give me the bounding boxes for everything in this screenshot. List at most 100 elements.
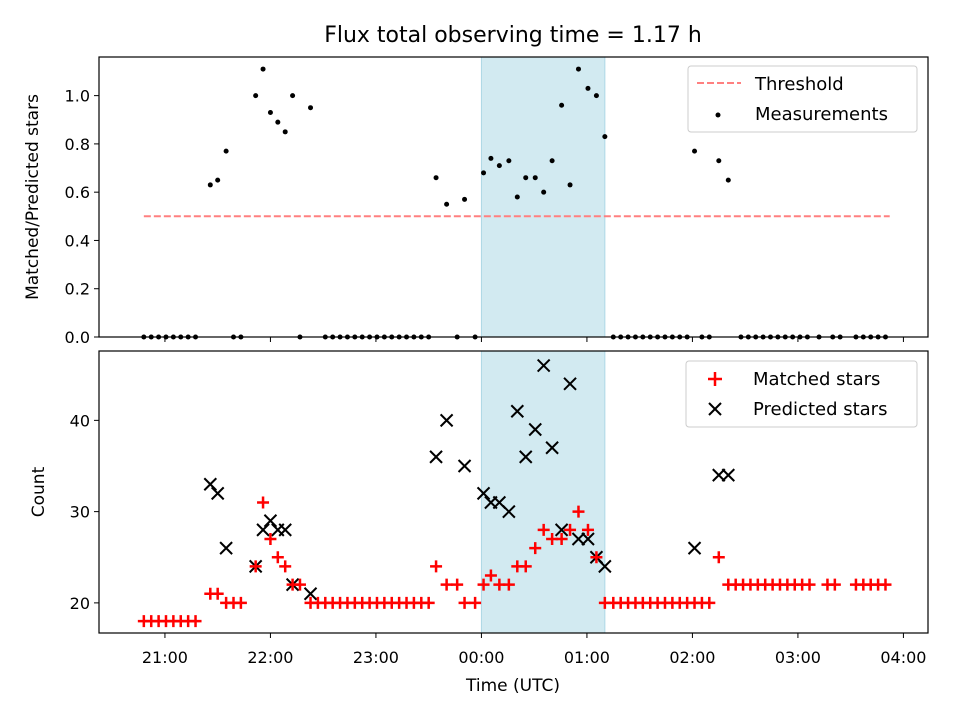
matched-star-points bbox=[137, 496, 892, 628]
predicted-star-point bbox=[510, 404, 525, 418]
legend-measurements-label: Measurements bbox=[755, 104, 888, 125]
y-top-tick-label: 0.6 bbox=[65, 183, 90, 202]
axes-frame-bottom bbox=[98, 350, 929, 634]
x-axis-ticks-top bbox=[164, 337, 904, 342]
matched-star-point bbox=[529, 542, 542, 555]
measurement-point bbox=[290, 93, 296, 99]
count-panel: 20 30 40 21:00 22:00 23:00 00:00 01:00 02:00 03:… bbox=[29, 350, 929, 696]
measurement-point bbox=[481, 170, 487, 176]
predicted-star-point bbox=[519, 450, 533, 464]
predicted-star-point bbox=[536, 358, 551, 373]
predicted-star-point bbox=[278, 523, 292, 537]
predicted-star-point bbox=[554, 523, 569, 537]
matched-star-point bbox=[477, 578, 490, 591]
matched-star-point bbox=[279, 560, 292, 573]
matched-star-point bbox=[572, 505, 585, 518]
predicted-star-point bbox=[563, 377, 577, 391]
legend-box-bottom bbox=[685, 360, 918, 428]
x-axis-label: Time (UTC) bbox=[465, 676, 560, 696]
y-top-tick-label: 0.2 bbox=[65, 280, 90, 299]
matched-star-point bbox=[537, 523, 550, 536]
measurement-point bbox=[567, 182, 573, 188]
predicted-star-point bbox=[528, 422, 542, 437]
x-tick-label: 23:00 bbox=[353, 648, 399, 667]
predicted-star-point bbox=[712, 468, 726, 482]
matched-star-point bbox=[458, 596, 471, 609]
y-bottom-tick-label: 30 bbox=[70, 503, 90, 522]
measurement-point bbox=[462, 196, 468, 202]
predicted-star-point bbox=[210, 486, 225, 501]
y-axis-label-bottom: Count bbox=[29, 466, 49, 517]
measurement-point bbox=[575, 66, 581, 72]
matched-star-point bbox=[590, 551, 603, 564]
matched-star-point bbox=[803, 578, 816, 591]
predicted-star-point bbox=[721, 468, 736, 482]
predicted-star-point bbox=[219, 541, 233, 555]
matched-star-point bbox=[211, 587, 224, 600]
matched-star-point bbox=[451, 578, 464, 591]
measurement-point bbox=[308, 105, 314, 111]
measurement-point bbox=[267, 110, 273, 116]
legend-bottom: Matched stars Predicted stars bbox=[685, 360, 918, 428]
ratio-panel: 0.0 0.2 0.4 0.6 0.8 1.0 Matched/Predicted sta… bbox=[23, 56, 929, 347]
matched-star-point bbox=[712, 551, 725, 564]
predicted-star-point bbox=[687, 541, 702, 555]
matched-star-point bbox=[264, 533, 277, 545]
legend-predicted-label: Predicted stars bbox=[753, 399, 887, 420]
legend-measurement-swatch bbox=[715, 112, 721, 118]
predicted-star-point bbox=[203, 477, 218, 491]
y-bottom-tick-label: 20 bbox=[70, 594, 90, 613]
matched-star-point bbox=[422, 596, 435, 609]
matched-star-point bbox=[271, 551, 284, 564]
y-axis-ticks-top: 0.0 0.2 0.4 0.6 0.8 1.0 bbox=[65, 87, 99, 347]
legend-matched-label: Matched stars bbox=[753, 369, 880, 390]
measurement-point bbox=[488, 155, 494, 161]
y-top-tick-label: 0.0 bbox=[65, 328, 90, 347]
matched-star-point bbox=[469, 596, 482, 609]
measurement-point bbox=[585, 85, 591, 91]
x-tick-label: 22:00 bbox=[247, 648, 293, 667]
measurement-point bbox=[559, 102, 565, 108]
y-top-tick-label: 1.0 bbox=[65, 87, 90, 106]
x-axis-ticks-bottom: 21:00 22:00 23:00 00:00 01:00 02:00 03:00 04:00 bbox=[142, 633, 926, 667]
matched-star-point bbox=[234, 596, 247, 609]
matched-star-point bbox=[249, 560, 262, 573]
measurement-point bbox=[282, 129, 288, 135]
predicted-star-point bbox=[256, 523, 270, 537]
measurement-point bbox=[514, 194, 520, 200]
matched-star-point bbox=[564, 523, 577, 536]
predicted-star-point bbox=[439, 413, 454, 428]
observing-window-shade-top bbox=[480, 56, 606, 338]
matched-star-point bbox=[879, 578, 892, 591]
measurement-point bbox=[496, 163, 502, 169]
measurement-point bbox=[223, 148, 229, 154]
x-tick-label: 03:00 bbox=[775, 648, 821, 667]
measurement-point bbox=[506, 158, 512, 164]
legend-predicted-swatch bbox=[708, 402, 722, 416]
x-tick-label: 02:00 bbox=[669, 648, 715, 667]
measurement-point bbox=[532, 175, 538, 181]
predicted-star-point bbox=[545, 441, 559, 455]
observing-window-shade-bottom bbox=[480, 350, 606, 634]
matched-star-point bbox=[703, 596, 716, 609]
predicted-star-point bbox=[598, 559, 612, 574]
legend-threshold-label: Threshold bbox=[754, 74, 844, 95]
matched-star-point bbox=[440, 578, 453, 591]
measurement-point bbox=[433, 175, 439, 181]
measurement-point bbox=[593, 93, 599, 99]
y-top-tick-label: 0.4 bbox=[65, 231, 90, 250]
observing-window-band bbox=[480, 56, 606, 338]
measurement-point bbox=[725, 177, 731, 183]
matched-star-point bbox=[189, 615, 202, 628]
measurement-point bbox=[444, 201, 450, 207]
x-tick-label: 21:00 bbox=[142, 648, 188, 667]
matched-star-point bbox=[430, 560, 443, 573]
predicted-star-point bbox=[581, 532, 595, 546]
measurement-point bbox=[692, 148, 698, 154]
predicted-star-point bbox=[303, 587, 318, 601]
measurement-point bbox=[253, 93, 259, 99]
x-tick-label: 01:00 bbox=[564, 648, 610, 667]
y-top-tick-label: 0.8 bbox=[65, 135, 90, 154]
axes-frame-top bbox=[98, 56, 929, 338]
